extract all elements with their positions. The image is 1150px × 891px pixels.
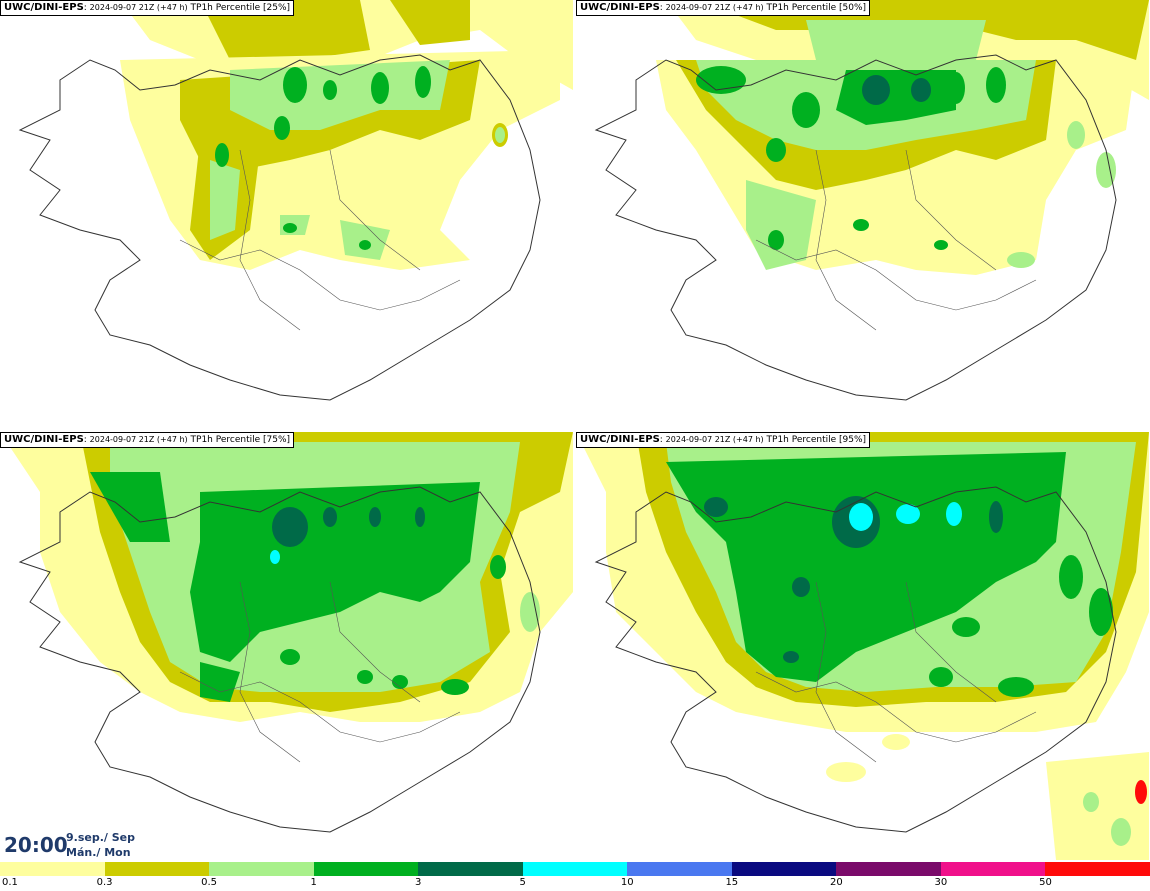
precip-legend: 0.1 0.3 0.5 1 3 5 10 15 20 30 50 [0, 862, 1150, 891]
precip-map-p95 [576, 432, 1149, 860]
map-panel-p50: UWC/DINI-EPS: 2024-09-07 21Z (+47 h) TP1… [576, 0, 1149, 428]
legend-tick-label: 10 [620, 877, 634, 888]
model-name: UWC/DINI-EPS [4, 434, 84, 445]
legend-swatch [0, 862, 105, 876]
legend-swatch [940, 862, 1046, 876]
panel-title: UWC/DINI-EPS: 2024-09-07 21Z (+47 h) TP1… [576, 0, 871, 16]
panel-title: UWC/DINI-EPS: 2024-09-07 21Z (+47 h) TP1… [0, 0, 295, 16]
map-panel-p75: UWC/DINI-EPS: 2024-09-07 21Z (+47 h) TP1… [0, 432, 573, 860]
legend-tick-label: 50 [1039, 877, 1052, 888]
model-name: UWC/DINI-EPS [580, 434, 660, 445]
legend-tick-label: 0.3 [96, 877, 113, 888]
legend-tick-label: 30 [934, 877, 948, 888]
legend-tick-label: 15 [725, 877, 739, 888]
legend-swatch [104, 862, 210, 876]
map-panel-p25: UWC/DINI-EPS: 2024-09-07 21Z (+47 h) TP1… [0, 0, 573, 428]
field-name: TP1h Percentile [25%] [190, 3, 291, 13]
legend-tick-label: 3 [414, 877, 422, 888]
legend-swatch [627, 862, 732, 876]
field-name: TP1h Percentile [75%] [190, 435, 291, 445]
legend-swatch [313, 862, 419, 876]
legend-swatch [522, 862, 628, 876]
precip-map-p25 [18, 0, 573, 401]
legend-tick-label: 0.5 [201, 877, 218, 888]
legend-tick-label: 1 [310, 877, 317, 888]
field-name: TP1h Percentile [50%] [766, 3, 867, 13]
legend-swatch [418, 862, 523, 876]
legend-swatch [836, 862, 941, 876]
legend-colorbar [0, 862, 1150, 876]
model-name: UWC/DINI-EPS [4, 2, 84, 13]
field-name: TP1h Percentile [95%] [766, 435, 867, 445]
map-panel-p95: UWC/DINI-EPS: 2024-09-07 21Z (+47 h) TP1… [576, 432, 1149, 860]
run-time: 2024-09-07 21Z (+47 h) [665, 435, 764, 444]
model-name: UWC/DINI-EPS [580, 2, 660, 13]
panel-title: UWC/DINI-EPS: 2024-09-07 21Z (+47 h) TP1… [0, 432, 295, 448]
precip-map-p50 [594, 0, 1149, 401]
valid-date: 9.sep./ Sep [66, 831, 135, 844]
run-time: 2024-09-07 21Z (+47 h) [89, 435, 188, 444]
precip-map-p75 [0, 432, 573, 833]
valid-time-box: 20:00 9.sep./ Sep Mán./ Mon [0, 828, 136, 862]
legend-swatch [209, 862, 314, 876]
panel-title: UWC/DINI-EPS: 2024-09-07 21Z (+47 h) TP1… [576, 432, 871, 448]
legend-tick-label: 0.1 [2, 877, 18, 888]
legend-swatch [1045, 862, 1150, 876]
run-time: 2024-09-07 21Z (+47 h) [89, 3, 188, 12]
legend-tick-label: 5 [519, 877, 526, 888]
valid-weekday: Mán./ Mon [66, 846, 131, 859]
run-time: 2024-09-07 21Z (+47 h) [665, 3, 764, 12]
valid-time-clock: 20:00 [4, 833, 68, 857]
legend-tick-label: 20 [829, 877, 843, 888]
legend-swatch [731, 862, 837, 876]
